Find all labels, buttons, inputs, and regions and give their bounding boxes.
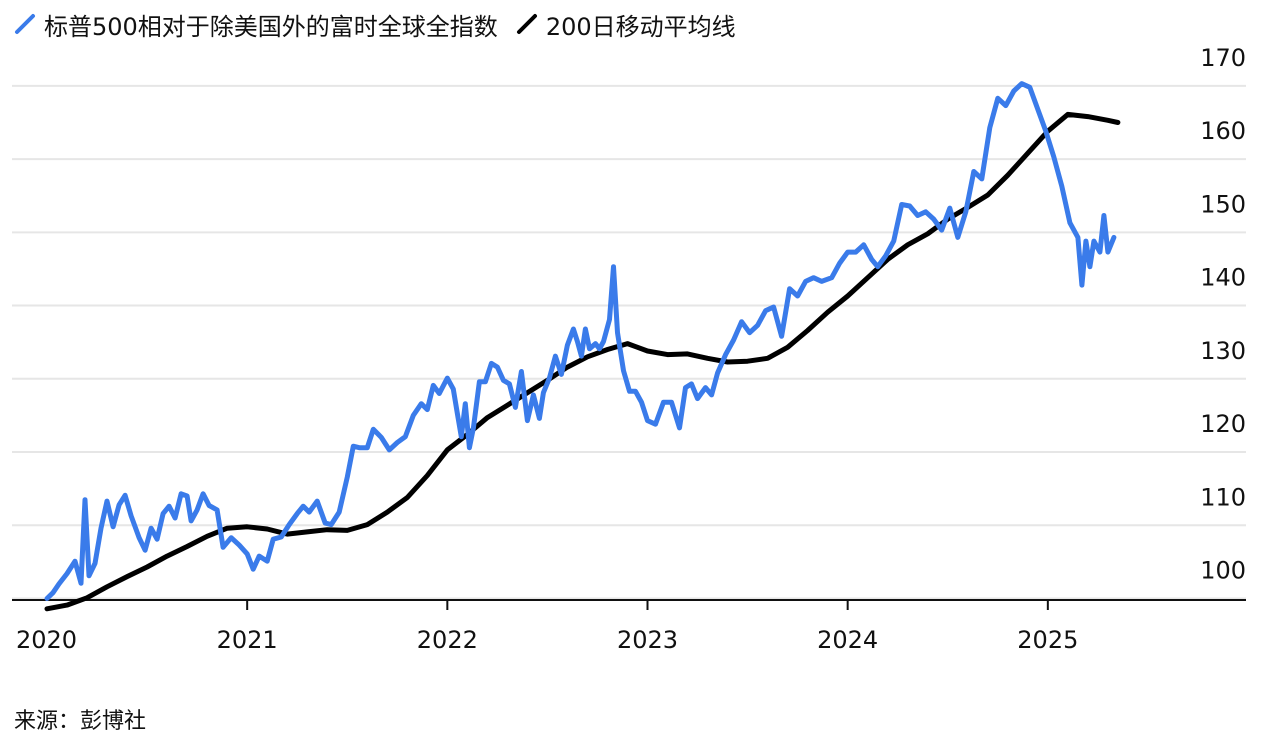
x-tick-label: 2021 (217, 626, 278, 654)
y-axis-ticks: 170 160 150 140 130 120 110 100 (1200, 44, 1246, 585)
y-tick-label: 150 (1200, 190, 1246, 218)
x-tick-label: 2022 (417, 626, 478, 654)
x-axis: 2020 2021 2022 2023 2024 2025 (12, 599, 1246, 654)
x-tick-label: 2024 (817, 626, 878, 654)
y-tick-label: 170 (1200, 44, 1246, 72)
y-tick-label: 100 (1200, 557, 1246, 585)
series-line (44, 81, 1117, 601)
legend-label-black: 200日移动平均线 (545, 12, 736, 41)
y-tick-label: 140 (1200, 264, 1246, 292)
x-tick-label: 2023 (617, 626, 678, 654)
y-tick-label: 120 (1200, 410, 1246, 438)
series-lines (44, 81, 1121, 612)
legend-black-line-icon (516, 14, 537, 34)
legend-blue-line-icon (15, 14, 35, 34)
y-tick-label: 110 (1200, 483, 1246, 511)
x-tick-label: 2020 (16, 626, 77, 654)
source-note: 来源：彭博社 (14, 709, 147, 734)
x-tick-label: 2025 (1017, 626, 1078, 654)
legend-label-blue: 标普500相对于除美国外的富时全球全指数 (44, 12, 498, 41)
legend-item-black: 200日移动平均线 (516, 7, 736, 42)
y-tick-label: 160 (1200, 117, 1246, 145)
legend: 标普500相对于除美国外的富时全球全指数 200日移动平均线 (14, 6, 736, 42)
series-line (44, 111, 1121, 612)
gridlines (12, 84, 1246, 600)
y-tick-label: 130 (1200, 337, 1246, 365)
legend-item-blue: 标普500相对于除美国外的富时全球全指数 (14, 7, 498, 42)
